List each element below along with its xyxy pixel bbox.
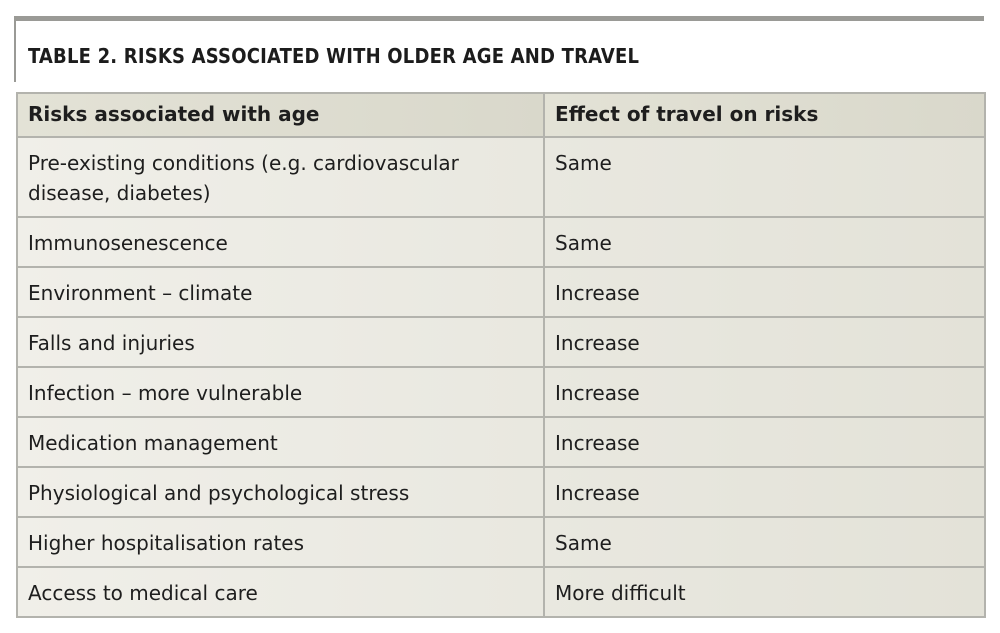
effect-cell: Same [543, 136, 986, 218]
risk-cell: Immunosenescence [15, 216, 546, 268]
risk-cell: Medication management [15, 416, 546, 468]
effect-cell: Increase [543, 266, 986, 318]
table-title-prefix: TABLE 2. [28, 44, 118, 68]
table-row: Infection – more vulnerable Increase [15, 366, 986, 418]
effect-cell: Same [543, 516, 986, 568]
risk-cell: Environment – climate [15, 266, 546, 318]
table-title: TABLE 2. RISKS ASSOCIATED WITH OLDER AGE… [28, 44, 639, 68]
risk-cell: Pre-existing conditions (e.g. cardiovasc… [15, 136, 546, 218]
table-row: Higher hospitalisation rates Same [15, 516, 986, 568]
table-row: Falls and injuries Increase [15, 316, 986, 368]
table-row: Physiological and psychological stress I… [15, 466, 986, 518]
risk-cell: Physiological and psychological stress [15, 466, 546, 518]
table-row: Immunosenescence Same [15, 216, 986, 268]
column-header-effect: Effect of travel on risks [543, 92, 986, 138]
risk-cell: Access to medical care [15, 566, 546, 618]
risks-table: Risks associated with age Effect of trav… [15, 92, 986, 618]
table-row: Medication management Increase [15, 416, 986, 468]
effect-cell: Increase [543, 366, 986, 418]
table-title-box: TABLE 2. RISKS ASSOCIATED WITH OLDER AGE… [14, 16, 984, 82]
effect-cell: Increase [543, 416, 986, 468]
risk-cell: Higher hospitalisation rates [15, 516, 546, 568]
effect-cell: Increase [543, 466, 986, 518]
table-row: Pre-existing conditions (e.g. cardiovasc… [15, 136, 986, 218]
column-header-risks: Risks associated with age [15, 92, 546, 138]
risk-cell: Infection – more vulnerable [15, 366, 546, 418]
table-title-text: RISKS ASSOCIATED WITH OLDER AGE AND TRAV… [117, 44, 640, 68]
effect-cell: Increase [543, 316, 986, 368]
effect-cell: Same [543, 216, 986, 268]
effect-cell: More difficult [543, 566, 986, 618]
table-header-row: Risks associated with age Effect of trav… [15, 92, 986, 138]
risk-cell: Falls and injuries [15, 316, 546, 368]
table-row: Environment – climate Increase [15, 266, 986, 318]
table-row: Access to medical care More difficult [15, 566, 986, 618]
table-frame: TABLE 2. RISKS ASSOCIATED WITH OLDER AGE… [14, 16, 986, 618]
